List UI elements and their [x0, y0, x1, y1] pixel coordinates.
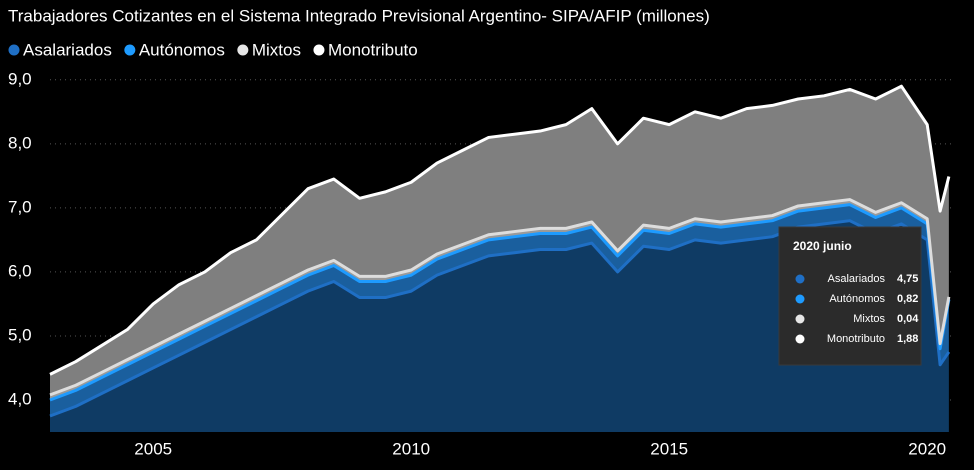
- tooltip-name: Autónomos: [829, 293, 885, 305]
- y-tick-label: 4,0: [8, 389, 32, 408]
- legend-marker: [8, 44, 20, 56]
- tooltip-marker: [795, 294, 805, 304]
- legend-label: Monotributo: [328, 40, 418, 59]
- legend-marker: [313, 44, 325, 56]
- chart-title: Trabajadores Cotizantes en el Sistema In…: [8, 6, 710, 25]
- x-tick-label: 2020: [908, 439, 946, 458]
- area: [50, 204, 949, 416]
- legend-label: Mixtos: [252, 40, 301, 59]
- area: [50, 220, 949, 432]
- x-tick-label: 2005: [134, 439, 172, 458]
- series-line: [49, 219, 951, 418]
- x-tick-label: 2015: [650, 439, 688, 458]
- area: [50, 86, 949, 395]
- y-tick-label: 8,0: [8, 133, 32, 152]
- y-tick-label: 7,0: [8, 197, 32, 216]
- tooltip-value: 1,88: [897, 333, 918, 345]
- tooltip-value: 4,75: [897, 273, 918, 285]
- tooltip-marker: [795, 274, 805, 284]
- tooltip: 2020 junio Asalariados 4,75 Autónomos 0,82 Mi…: [778, 226, 922, 366]
- tooltip-name: Asalariados: [828, 273, 886, 285]
- legend-label: Autónomos: [139, 40, 225, 59]
- tooltip-title: 2020 junio: [793, 239, 852, 253]
- tooltip-marker: [795, 334, 805, 344]
- legend-marker: [124, 44, 136, 56]
- series-line: [49, 198, 951, 397]
- y-tick-label: 9,0: [8, 69, 32, 88]
- series-line: [49, 203, 951, 402]
- tooltip-name: Mixtos: [853, 313, 885, 325]
- tooltip-value: 0,04: [897, 313, 919, 325]
- tooltip-value: 0,82: [897, 293, 918, 305]
- legend-label: Asalariados: [23, 40, 112, 59]
- x-tick-label: 2010: [392, 439, 430, 458]
- tooltip-name: Monotributo: [827, 333, 885, 345]
- legend-marker: [237, 44, 249, 56]
- tooltip-marker: [795, 314, 805, 324]
- series-line: [49, 84, 951, 376]
- y-tick-label: 6,0: [8, 261, 32, 280]
- y-tick-label: 5,0: [8, 325, 32, 344]
